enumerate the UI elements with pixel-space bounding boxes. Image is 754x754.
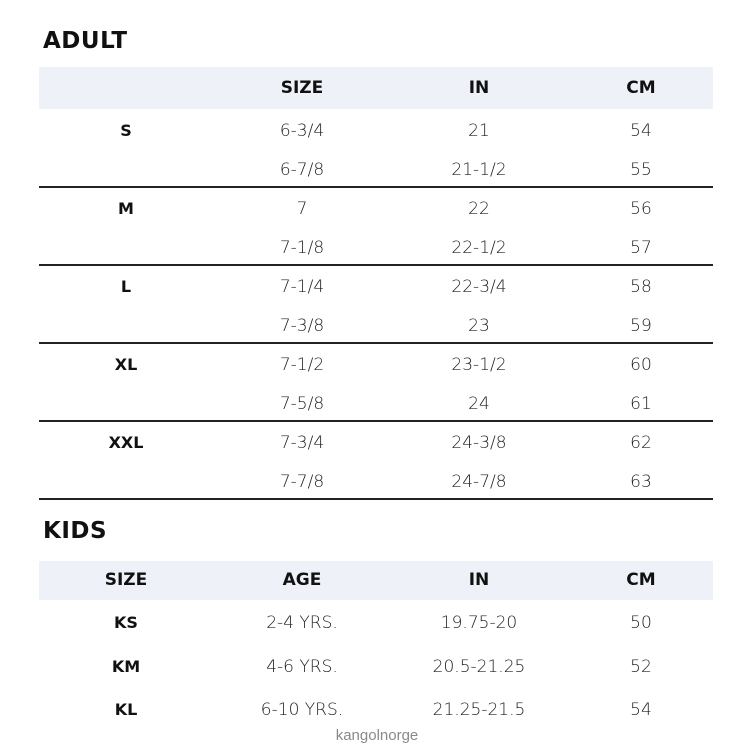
- size-label: M: [118, 199, 134, 218]
- size-label: KM: [111, 656, 141, 676]
- table-cell: 24-3/8: [451, 433, 507, 453]
- table-cell: 7-7/8: [279, 472, 325, 492]
- table-cell: 55: [630, 160, 652, 180]
- adult-header-cell: SIZE: [280, 78, 324, 98]
- table-cell: 7-5/8: [279, 394, 325, 414]
- size-label: XL: [114, 355, 138, 374]
- kids-header-band: [39, 561, 713, 600]
- group-divider: [39, 264, 713, 266]
- kids-header-cell: IN: [468, 570, 490, 590]
- table-cell: 4-6 YRS.: [266, 656, 338, 677]
- table-cell: 24: [468, 394, 490, 414]
- group-divider: [39, 498, 713, 500]
- table-cell: 22-1/2: [451, 238, 507, 258]
- kids-header-cell: SIZE: [104, 570, 148, 590]
- size-label: KS: [114, 613, 138, 632]
- table-cell: 21-1/2: [451, 160, 507, 180]
- watermark: kangolnorge: [335, 727, 419, 744]
- table-cell: 62: [630, 433, 652, 453]
- table-cell: 21: [468, 121, 490, 141]
- size-label: L: [120, 277, 132, 296]
- table-cell: 23-1/2: [451, 355, 507, 375]
- size-label: KL: [114, 700, 138, 719]
- group-divider: [39, 186, 713, 188]
- table-cell: 21.25-21.5: [432, 700, 526, 720]
- adult-header-band: [39, 67, 713, 109]
- kids-header-cell: AGE: [282, 570, 322, 590]
- table-cell: 7-3/8: [279, 316, 325, 336]
- kids-header-cell: CM: [626, 570, 656, 590]
- table-cell: 50: [630, 613, 652, 633]
- kids-title: KIDS: [43, 518, 108, 544]
- size-label: XXL: [108, 433, 144, 452]
- table-cell: 60: [630, 355, 652, 375]
- table-cell: 6-10 YRS.: [260, 700, 344, 720]
- adult-header-cell: CM: [626, 78, 656, 98]
- table-cell: 7: [296, 199, 308, 219]
- table-cell: 56: [630, 199, 652, 219]
- adult-title: ADULT: [43, 28, 128, 54]
- group-divider: [39, 420, 713, 422]
- table-cell: 6-7/8: [279, 160, 325, 180]
- table-cell: 7-1/8: [279, 238, 325, 258]
- group-divider: [39, 342, 713, 344]
- table-cell: 19.75-20: [440, 613, 518, 633]
- size-label: S: [120, 121, 132, 140]
- table-cell: 2-4 YRS.: [266, 613, 338, 633]
- table-cell: 52: [630, 656, 652, 677]
- table-cell: 20.5-21.25: [432, 656, 526, 677]
- table-cell: 7-1/2: [279, 355, 325, 375]
- table-cell: 22: [468, 199, 490, 219]
- table-cell: 57: [630, 238, 652, 258]
- table-cell: 61: [630, 394, 652, 414]
- table-cell: 54: [630, 700, 652, 720]
- table-cell: 58: [630, 277, 652, 297]
- table-cell: 7-1/4: [279, 277, 325, 297]
- table-cell: 22-3/4: [451, 277, 507, 297]
- table-cell: 6-3/4: [279, 121, 325, 141]
- table-cell: 7-3/4: [279, 433, 325, 453]
- table-cell: 63: [630, 472, 652, 492]
- table-cell: 54: [630, 121, 652, 141]
- table-cell: 23: [468, 316, 490, 336]
- adult-header-cell: IN: [468, 78, 490, 98]
- table-cell: 24-7/8: [451, 472, 507, 492]
- table-cell: 59: [630, 316, 652, 336]
